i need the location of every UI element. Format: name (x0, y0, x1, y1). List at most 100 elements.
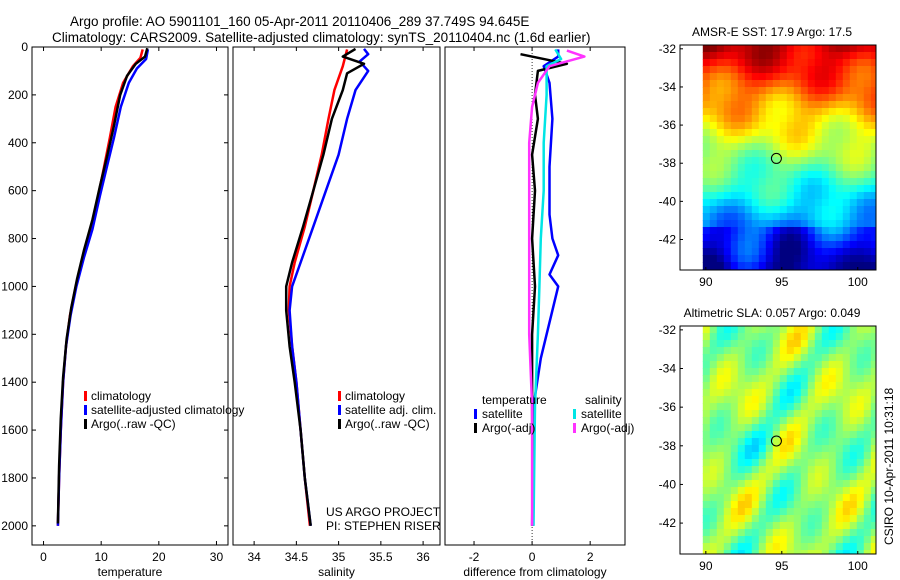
sla-map-cell (835, 403, 844, 411)
sst-map-cell (842, 157, 851, 165)
sla-map-cell (814, 389, 823, 397)
sst-map-cell (800, 234, 809, 242)
sla-map-cell (758, 375, 767, 383)
sla-map-cell (723, 550, 732, 554)
sst-map-cell (730, 73, 739, 81)
sla-map-cell (800, 424, 809, 432)
sla-map-cell (730, 368, 739, 376)
sst-map-cell (863, 108, 872, 116)
sst-map-cell (849, 129, 858, 137)
sst-map-cell (849, 157, 858, 165)
sst-map-cell (835, 115, 844, 123)
sla-map-cell (793, 340, 802, 348)
sla-map-cell (821, 361, 830, 369)
sst-map-cell (758, 234, 767, 242)
sst-map-cell (807, 87, 816, 95)
sla-map-cell (751, 480, 760, 488)
sst-map-cell (800, 199, 809, 207)
sla-map-cell (821, 522, 830, 530)
sla-map-cell (814, 445, 823, 453)
sst-map-cell (716, 129, 725, 137)
sst-map-cell (821, 80, 830, 88)
sst-map-cell (772, 59, 781, 67)
sla-map-cell (702, 445, 711, 453)
sla-map-cell (786, 522, 795, 530)
sst-map-cell (772, 171, 781, 179)
sla-map-cell (758, 494, 767, 502)
sst-map-cell (779, 136, 788, 144)
sla-map-cell (779, 445, 788, 453)
sla-map-cell (863, 354, 872, 362)
sst-map-cell (751, 262, 760, 270)
sst-map-cell (800, 157, 809, 165)
sst-map-cell (786, 122, 795, 130)
sla-map-cell (856, 417, 865, 425)
sla-map-cell (737, 515, 746, 523)
sst-map-cell (786, 248, 795, 256)
sla-map-cell (772, 333, 781, 341)
sla-map-cell (716, 543, 725, 551)
sla-map-cell (779, 410, 788, 418)
sla-map-cell (723, 417, 732, 425)
sst-map-cell (765, 94, 774, 102)
sst-map-cell (821, 199, 830, 207)
sst-map-cell (702, 220, 711, 228)
sst-map-cell (716, 143, 725, 151)
side-credit-label: CSIRO 10-Apr-2011 10:31:18 (882, 387, 896, 545)
sst-map-cell (870, 157, 876, 165)
salinity-chart: 34 34.5 35 35.5 36salinityclimatologysatelli… (232, 46, 441, 579)
sst-map-cell (772, 248, 781, 256)
sst-map-cell (786, 185, 795, 193)
sla-map-cell (779, 459, 788, 467)
sla-map-cell (856, 473, 865, 481)
sst-map-cell (863, 192, 872, 200)
sla-map-cell (772, 452, 781, 460)
sst-map-cell (737, 129, 746, 137)
sla-map-cell (842, 417, 851, 425)
sla-map-cell (800, 529, 809, 537)
sla-map-cell (828, 543, 837, 551)
sst-map-cell (842, 45, 851, 53)
sst-map-cell (702, 108, 711, 116)
sla-map-cell (758, 550, 767, 554)
sla-map-cell (772, 375, 781, 383)
sla-map-cell (772, 494, 781, 502)
sla-map-cell (716, 501, 725, 509)
sla-map-cell (758, 536, 767, 544)
sla-map-cell (702, 410, 711, 418)
sla-map-cell (758, 473, 767, 481)
sla-map-cell (709, 536, 718, 544)
sla-map-cell (835, 473, 844, 481)
temperature-y-tick-label: 1200 (1, 327, 28, 341)
sst-map-cell (730, 234, 739, 242)
sla-map-cell (709, 403, 718, 411)
sla-map-cell (814, 543, 823, 551)
sst-map-cell (772, 255, 781, 263)
sla-map-cell (730, 340, 739, 348)
sst-map-cell (723, 115, 732, 123)
sla-map-cell (863, 410, 872, 418)
sla-map-cell (849, 424, 858, 432)
sst-map-cell (807, 94, 816, 102)
sst-map-cell (702, 129, 711, 137)
sst-map-cell (828, 262, 837, 270)
sla-map-cell (779, 424, 788, 432)
sst-map-cell (716, 220, 725, 228)
sla-map-cell (807, 459, 816, 467)
sla-map-cell (821, 375, 830, 383)
sla-map-cell (737, 403, 746, 411)
sst-map-cell (807, 52, 816, 60)
sst-map-cell (765, 178, 774, 186)
sst-map-cell (814, 234, 823, 242)
sst-map-cell (779, 262, 788, 270)
sla-map-cell (800, 550, 809, 554)
sla-map-cell (702, 438, 711, 446)
sst-map-cell (737, 185, 746, 193)
sla-map-cell (800, 480, 809, 488)
sst-map-cell (744, 150, 753, 158)
sst-map-cell (730, 108, 739, 116)
sla-map-cell (856, 445, 865, 453)
sst-map-cell (807, 73, 816, 81)
sst-map-cell (842, 73, 851, 81)
sst-map-cell (765, 73, 774, 81)
